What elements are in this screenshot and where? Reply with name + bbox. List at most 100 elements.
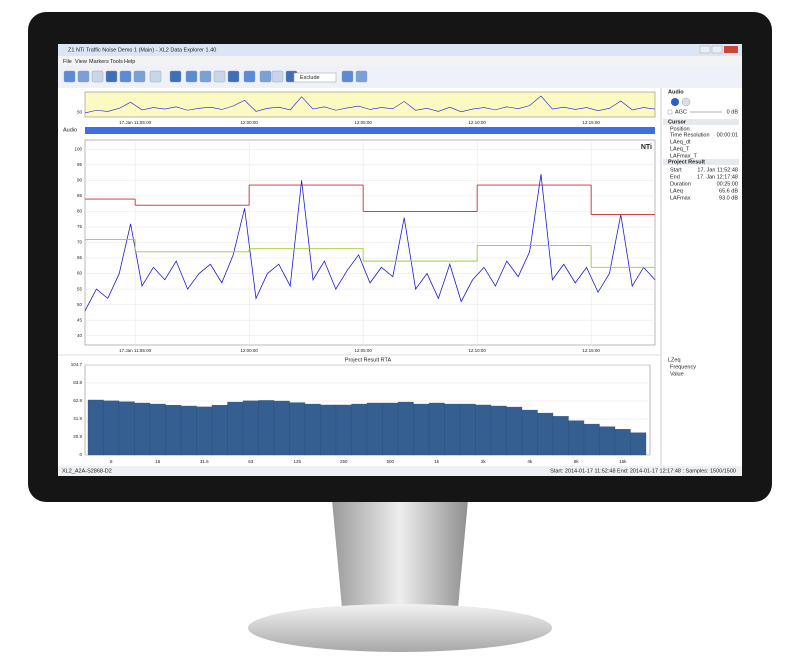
bar	[149, 403, 166, 456]
close-button[interactable]	[724, 46, 738, 53]
toolbar-button[interactable]	[77, 70, 90, 83]
toolbar-button[interactable]	[149, 70, 162, 83]
menu-item[interactable]: View	[75, 59, 87, 65]
x-tick-label: 31.5	[200, 459, 209, 464]
menu-item[interactable]: File	[63, 59, 72, 65]
toolbar-button[interactable]	[63, 70, 76, 83]
bar	[242, 400, 259, 456]
logo: NTi	[641, 144, 652, 151]
x-tick-label: 8	[110, 459, 113, 464]
legend-entry: LAFmax_T	[670, 153, 698, 159]
toolbar-button[interactable]	[119, 70, 132, 83]
panel-label: Position	[670, 126, 690, 132]
panel-label: Frequency	[670, 364, 696, 370]
menu-bar	[58, 56, 742, 66]
panel-label: Value	[670, 371, 684, 377]
bar	[366, 402, 383, 456]
bar	[273, 400, 290, 456]
y-tick-label: 0	[79, 452, 82, 457]
audio-track	[85, 127, 655, 134]
bar	[134, 402, 151, 456]
bar	[118, 401, 135, 456]
y-tick-label: 20.9	[73, 434, 82, 439]
toolbar-button[interactable]	[213, 70, 226, 83]
panel-header: Audio	[668, 89, 684, 95]
toolbar-button[interactable]	[243, 70, 256, 83]
result-value: 17. Jan 11:52:48	[697, 167, 738, 173]
agc-label: AGC	[675, 109, 687, 115]
toolbar-button[interactable]	[355, 70, 368, 83]
window-title: Z1 NTi Traffic Noise Demo 1 (Main) - XL2…	[68, 47, 216, 53]
x-tick-label: 16	[155, 459, 161, 464]
y-tick-label: 50	[77, 302, 83, 307]
toolbar-button[interactable]	[271, 70, 284, 83]
menu-item[interactable]: Tools	[110, 59, 123, 65]
bar	[614, 429, 631, 456]
bar	[459, 403, 476, 456]
toolbar-button[interactable]	[227, 70, 240, 83]
toolbar-button[interactable]	[105, 70, 118, 83]
x-tick-label: 12:15:00	[582, 120, 600, 125]
status-device: XL2_A2A-S2868-D2	[62, 468, 112, 474]
y-tick-label: 60	[77, 271, 83, 276]
y-tick-label: 70	[77, 240, 83, 245]
x-tick-label: 12:15:00	[582, 348, 600, 353]
toolbar-button[interactable]	[199, 70, 212, 83]
toolbar-button[interactable]	[169, 70, 182, 83]
toolbar-button[interactable]	[185, 70, 198, 83]
bar	[630, 432, 647, 456]
bar	[552, 416, 569, 456]
bar	[428, 402, 445, 456]
x-tick-label: 12:10:00	[468, 120, 486, 125]
legend-entry: LAeq_T	[670, 146, 690, 152]
y-tick-label: 83.8	[73, 380, 82, 385]
legend-entry: LAeq_dt	[670, 139, 691, 145]
menu-item[interactable]: Markers	[89, 59, 109, 65]
bar	[568, 420, 585, 456]
bar	[180, 405, 197, 456]
exclude-dropdown[interactable]	[293, 72, 337, 83]
overview-line	[84, 95, 656, 114]
overview-plot	[84, 91, 656, 118]
y-tick-label: 104.7	[71, 362, 83, 367]
x-tick-label: 17.Jan 11:55:00	[119, 120, 151, 125]
x-tick-label: 250	[340, 459, 348, 464]
status-info: Start: 2014-01-17 11:52:48 End: 2014-01-…	[550, 468, 736, 474]
panel-header: LZeq	[668, 357, 681, 363]
bar	[382, 402, 399, 456]
result-rows: Start 17. Jan 11:52:48 End 17. Jan 12:17:48…	[670, 167, 738, 201]
result-value: 65.6 dB	[719, 188, 738, 194]
panel-value: 00:00:01	[717, 132, 738, 138]
menu-item[interactable]: Help	[124, 59, 135, 65]
play-button[interactable]	[671, 98, 679, 106]
toolbar-button[interactable]	[341, 70, 354, 83]
bar	[196, 406, 213, 456]
bar	[320, 404, 337, 456]
result-label: Start	[670, 167, 682, 173]
x-tick-label: 500	[386, 459, 394, 464]
stop-button[interactable]	[681, 97, 691, 107]
toolbar-button[interactable]	[91, 70, 104, 83]
x-tick-label: 8k	[574, 459, 580, 464]
x-tick-label: 2k	[481, 459, 487, 464]
bar	[289, 402, 306, 456]
y-tick-label: 100	[74, 147, 82, 152]
toolbar-button[interactable]	[259, 70, 272, 83]
y-tick-label: 85	[77, 193, 83, 198]
x-tick-label: 12:00:00	[240, 120, 258, 125]
y-tick-label: 50	[77, 109, 83, 114]
toolbar-button[interactable]	[133, 70, 146, 83]
y-tick-label: 45	[77, 317, 83, 322]
result-value: 17. Jan 12:17:48	[697, 174, 738, 180]
agc-checkbox[interactable]	[667, 109, 673, 115]
dropdown-label: Exclude	[300, 75, 320, 81]
level-line	[84, 174, 656, 312]
result-label: Duration	[670, 181, 691, 187]
bar	[87, 399, 104, 456]
bar	[211, 404, 228, 456]
maximize-button[interactable]	[711, 45, 723, 54]
result-value: 93.0 dB	[719, 195, 738, 201]
toolbar-icons	[63, 70, 368, 83]
bar	[304, 403, 321, 456]
minimize-button[interactable]	[699, 45, 711, 54]
